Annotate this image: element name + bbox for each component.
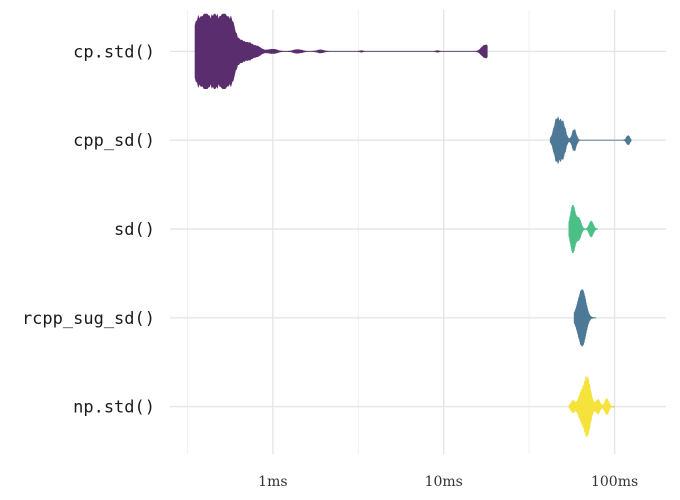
y-tick-label: cp.std() xyxy=(73,42,155,62)
violin-cp-std xyxy=(194,13,488,89)
y-axis-labels: cp.std() cpp_sd() sd() rcpp_sug_sd() np.std(… xyxy=(22,42,155,417)
violin-rcpp-sug-sd xyxy=(573,289,597,347)
y-tick-label: np.std() xyxy=(73,398,155,418)
x-tick-label: 1ms xyxy=(258,474,287,490)
x-tick-label: 10ms xyxy=(425,474,463,490)
violins xyxy=(194,13,632,439)
violin-np-std xyxy=(568,375,615,439)
y-tick-label: cpp_sd() xyxy=(73,131,155,151)
violin-cpp-sd xyxy=(549,116,632,164)
violin-sd xyxy=(568,204,599,254)
x-tick-label: 100ms xyxy=(591,474,638,490)
y-tick-label: rcpp_sug_sd() xyxy=(22,309,155,329)
x-axis-labels: 1ms 10ms 100ms xyxy=(258,474,638,490)
y-tick-label: sd() xyxy=(114,220,155,240)
